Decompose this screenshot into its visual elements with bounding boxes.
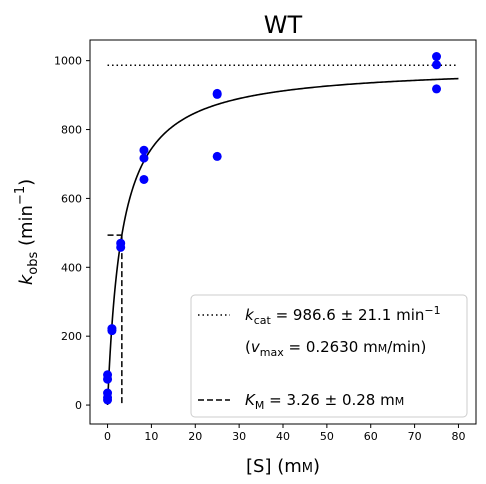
legend: kcat = 986.6 ± 21.1 min−1 (vmax = 0.2630… — [190, 294, 468, 418]
y-axis-label-close: ) — [16, 179, 37, 186]
y-axis-label-sub: obs — [26, 252, 41, 275]
y-axis-label-sup: −1 — [13, 186, 28, 205]
legend-vmax-value: = 0.2630 m — [284, 338, 378, 356]
data-point — [103, 370, 113, 380]
data-point — [139, 145, 149, 155]
data-point — [107, 324, 117, 334]
y-axis-ticks: 0 200 400 600 800 1000 — [54, 55, 90, 412]
legend-vmax-label: (vmax = 0.2630 mM/min) — [245, 338, 426, 359]
x-axis-ticks: 0 10 20 30 40 50 60 70 80 — [104, 424, 465, 443]
y-axis-label-unit: (min — [16, 205, 37, 252]
legend-kcat-k: k — [245, 306, 255, 324]
legend-kcat-sup: −1 — [424, 304, 440, 317]
fit-curve — [106, 77, 459, 406]
data-point — [432, 52, 442, 62]
legend-vmax-open: ( — [245, 338, 251, 356]
x-tick-label: 10 — [144, 430, 158, 443]
x-tick-label: 0 — [104, 430, 111, 443]
x-tick-label: 80 — [451, 430, 465, 443]
data-point — [432, 60, 442, 70]
y-tick-label: 600 — [61, 192, 82, 205]
data-point — [139, 153, 149, 163]
legend-km-k: K — [245, 391, 256, 409]
plot-area — [103, 52, 459, 406]
data-point — [432, 84, 442, 94]
data-point — [103, 388, 113, 398]
x-axis-label-tail: ) — [313, 456, 320, 477]
legend-km-unit: M — [395, 395, 405, 408]
legend-vmax-unit: M — [378, 342, 388, 355]
y-tick-label: 0 — [75, 399, 82, 412]
y-tick-label: 800 — [61, 124, 82, 137]
data-point — [139, 174, 149, 184]
data-point — [212, 151, 222, 161]
y-tick-label: 200 — [61, 330, 82, 343]
legend-vmax-v: v — [251, 338, 261, 356]
y-axis-label: kobs (min−1) — [13, 179, 41, 285]
legend-box — [190, 294, 468, 418]
x-tick-label: 40 — [276, 430, 290, 443]
legend-km-value: = 3.26 ± 0.28 m — [264, 391, 394, 409]
legend-kcat-value: = 986.6 ± 21.1 min — [271, 306, 425, 324]
x-tick-label: 60 — [364, 430, 378, 443]
legend-kcat-sub: cat — [254, 314, 272, 327]
legend-km-sub: M — [255, 399, 265, 412]
x-tick-label: 30 — [232, 430, 246, 443]
chart-title: WT — [264, 11, 303, 39]
y-tick-label: 1000 — [54, 55, 82, 68]
x-axis-label-main: [S] (m — [246, 456, 302, 477]
legend-kcat-label: kcat = 986.6 ± 21.1 min−1 — [245, 304, 441, 327]
x-axis-label: [S] (mM) — [246, 456, 320, 477]
x-tick-label: 20 — [188, 430, 202, 443]
legend-vmax-tail: /min) — [387, 338, 426, 356]
data-point — [116, 238, 126, 248]
x-tick-label: 50 — [320, 430, 334, 443]
y-tick-label: 400 — [61, 261, 82, 274]
x-axis-label-unit: M — [302, 461, 313, 476]
x-tick-label: 70 — [408, 430, 422, 443]
legend-km-label: KM = 3.26 ± 0.28 mM — [245, 391, 404, 412]
legend-vmax-sub: max — [260, 346, 284, 359]
data-point — [212, 88, 222, 98]
y-axis-label-k: k — [16, 273, 37, 285]
